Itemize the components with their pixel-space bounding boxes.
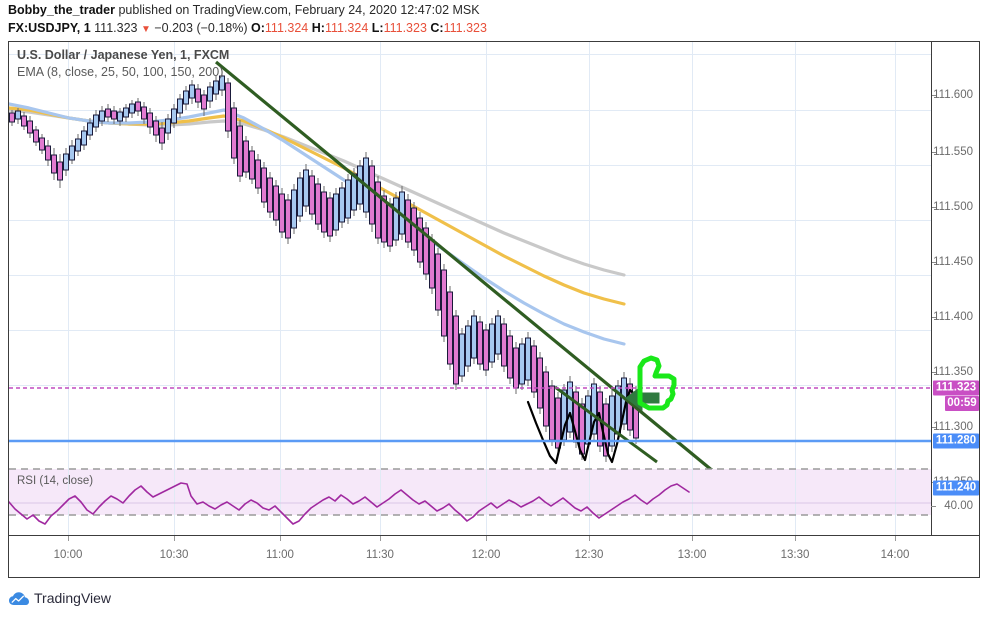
high-label: H: [311,21,325,35]
publish-text: published on TradingView.com, February 2… [118,3,480,17]
last-price: 111.323 [94,21,138,35]
ema-legend: EMA (8, close, 25, 50, 100, 150, 200) [17,65,224,79]
time-axis[interactable]: 10:00 10:30 11:00 11:30 12:00 12:30 13:0… [9,535,979,577]
chart-header: Bobby_the_trader published on TradingVie… [0,0,988,40]
thumbs-up-icon [637,355,677,411]
time-tick-label: 11:30 [366,549,394,561]
publish-line: Bobby_the_trader published on TradingVie… [8,3,480,17]
time-tick-label: 10:00 [53,549,83,561]
price-tick-label: 111.600 [933,89,973,101]
price-pane[interactable]: U.S. Dollar / Japanese Yen, 1, FXCM EMA … [9,42,931,535]
price-tick-label: 111.500 [933,201,973,213]
tradingview-brand-label: TradingView [34,590,112,606]
change-percent: (−0.18%) [196,21,248,35]
time-tick-label: 12:00 [471,549,501,561]
footer [0,579,988,618]
bar-countdown-badge: 00:59 [945,396,979,411]
rsi-axis[interactable]: 40.00 [931,466,979,535]
minor-downtrend-line [554,385,658,464]
author-name: Bobby_the_trader [8,3,115,17]
close-value: 111.323 [443,21,487,35]
time-tick-label: 11:00 [266,549,294,561]
price-axis[interactable]: 111.600 111.550 111.500 111.450 111.400 … [931,42,979,535]
rsi-legend: RSI (14, close) [17,475,94,487]
time-tick-label: 13:30 [780,549,810,561]
time-tick-label: 12:30 [574,549,604,561]
price-tick-label: 111.450 [933,256,973,268]
hand-drawn-zigzag [526,388,640,465]
ema-line-blue [9,102,626,346]
price-tick-label: 111.550 [933,146,973,158]
low-value: 111.323 [383,21,427,35]
support-badge-upper[interactable]: 111.280 [933,433,979,449]
time-tick-label: 14:00 [880,549,910,561]
price-tick-label: 111.400 [933,311,973,323]
price-tick-label: 111.350 [933,366,973,378]
rsi-line [9,482,690,525]
price-tick-label: 111.300 [933,421,973,433]
low-label: L: [371,21,384,35]
change-absolute: −0.203 [154,21,193,35]
symbol-label: FX:USDJPY, 1 [8,21,91,35]
candlestick-series [9,72,639,462]
rsi-tick-label: 40.00 [944,500,973,512]
price-pane-canvas [9,42,931,535]
open-label: O: [251,21,265,35]
tradingview-logo-icon [9,592,29,605]
change-down-arrow-icon: ▼ [140,24,151,35]
support-badge-lower[interactable]: 111.240 [933,480,979,496]
rsi-pane-canvas [9,466,931,535]
open-value: 111.324 [264,21,309,35]
time-tick-label: 13:00 [677,549,707,561]
chart-title-legend: U.S. Dollar / Japanese Yen, 1, FXCM [17,48,230,62]
rsi-pane[interactable]: RSI (14, close) [9,466,931,535]
quote-line: FX:USDJPY, 1 111.323 ▼ −0.203 (−0.18%) O… [8,21,487,35]
high-value: 111.324 [324,21,369,35]
main-downtrend-line [214,60,738,492]
time-tick-label: 10:30 [159,549,189,561]
last-price-badge[interactable]: 111.323 [933,380,979,396]
close-label: C: [430,21,444,35]
